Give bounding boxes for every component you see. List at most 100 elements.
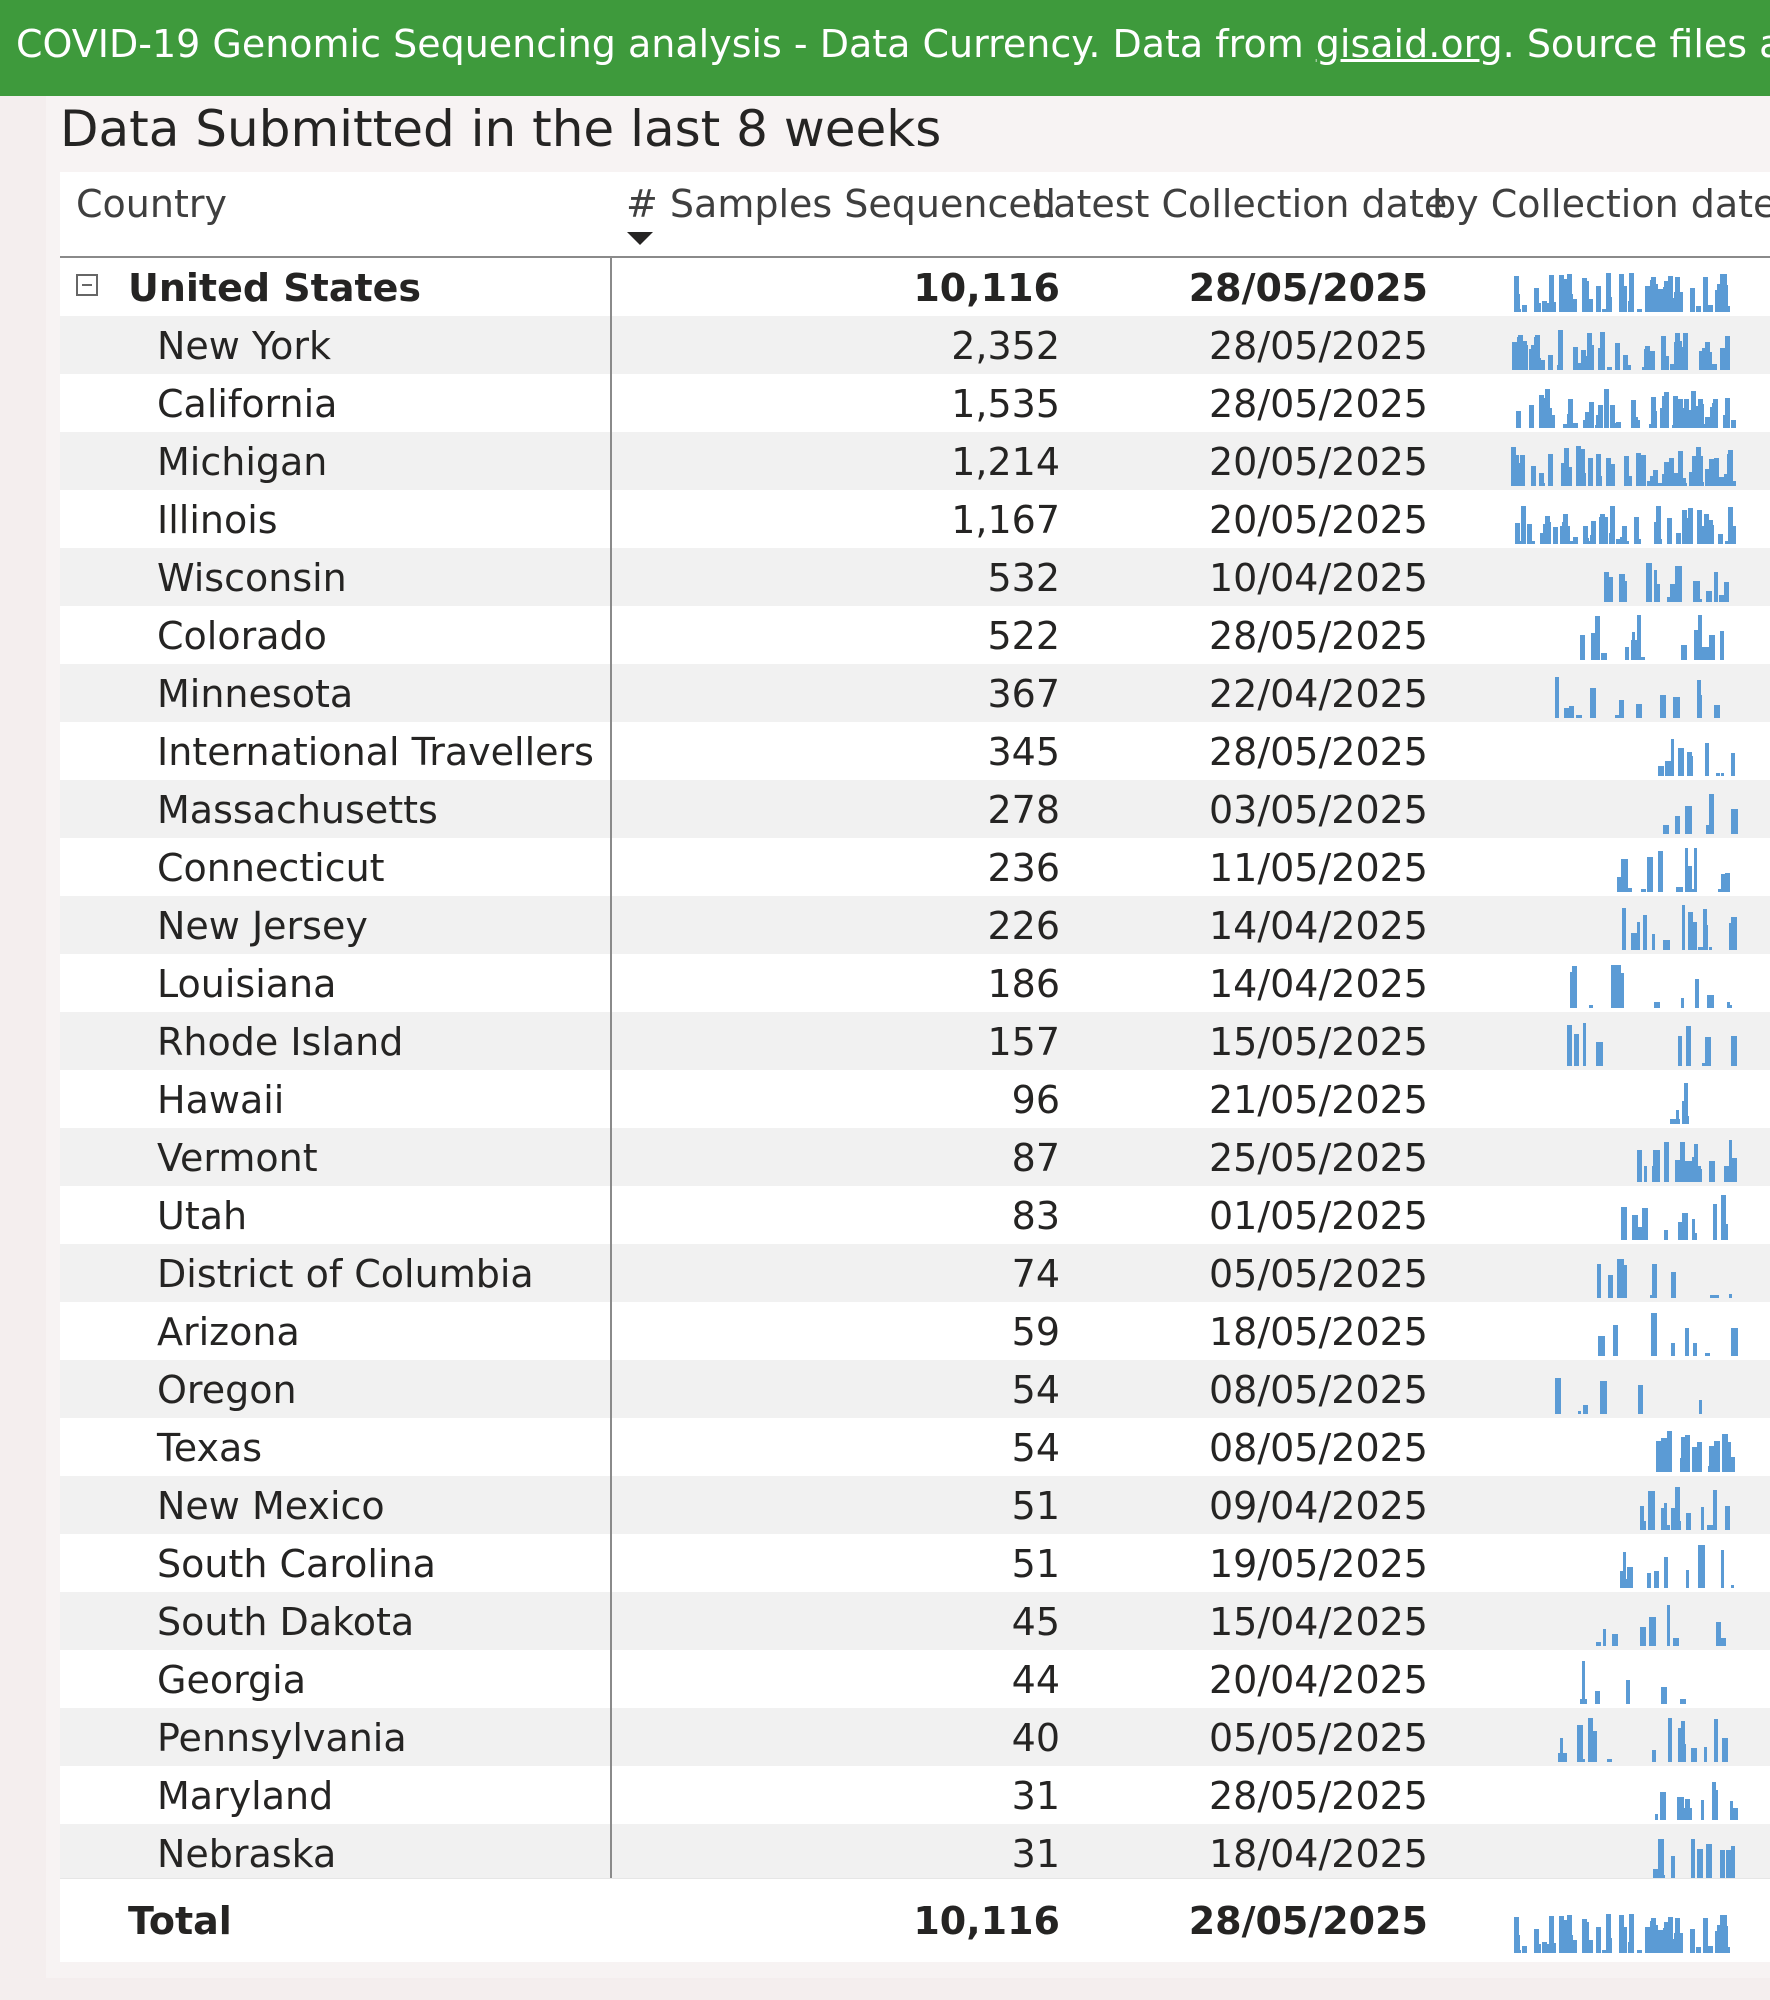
sparkline-bar <box>1589 345 1594 370</box>
sparkline <box>1622 905 1737 950</box>
table-row[interactable]: California 1,535 28/05/2025 <box>60 374 1770 432</box>
sparkline-bar <box>1658 766 1664 776</box>
sparkline-bar <box>1658 851 1663 892</box>
table-row[interactable]: Pennsylvania 40 05/05/2025 <box>60 1708 1770 1766</box>
table-row[interactable]: Massachusetts 278 03/05/2025 <box>60 780 1770 838</box>
column-divider <box>610 258 612 1962</box>
table-row[interactable]: New Mexico 51 09/04/2025 <box>60 1476 1770 1534</box>
sparkline-bar <box>1637 309 1642 312</box>
column-header-country[interactable]: Country <box>76 182 227 226</box>
sparkline-bar <box>1606 458 1611 486</box>
sparkline-bar <box>1692 415 1697 428</box>
table-row[interactable]: Georgia 44 20/04/2025 <box>60 1650 1770 1708</box>
table-row[interactable]: District of Columbia 74 05/05/2025 <box>60 1244 1770 1302</box>
sparkline-bar <box>1530 541 1535 544</box>
sparkline-bar <box>1539 473 1544 486</box>
sparkline-bar <box>1621 973 1624 1008</box>
sparkline-bar <box>1624 456 1629 486</box>
table-row[interactable]: Hawaii 96 21/05/2025 <box>60 1070 1770 1128</box>
sparkline-bar <box>1591 633 1595 660</box>
sparkline-bar <box>1661 1687 1667 1704</box>
table-row[interactable]: New Jersey 226 14/04/2025 <box>60 896 1770 954</box>
latest-date-value: 14/04/2025 <box>1208 962 1428 1006</box>
sparkline-bar <box>1685 806 1692 834</box>
sparkline <box>1670 1083 1689 1124</box>
table-row[interactable]: Connecticut 236 11/05/2025 <box>60 838 1770 896</box>
data-table: Country # Samples Sequenced Latest Colle… <box>60 172 1770 1962</box>
table-row[interactable]: Rhode Island 157 15/05/2025 <box>60 1012 1770 1070</box>
sparkline-bar <box>1609 540 1614 544</box>
table-row[interactable]: Michigan 1,214 20/05/2025 <box>60 432 1770 490</box>
table-row[interactable]: Texas 54 08/05/2025 <box>60 1418 1770 1476</box>
sparkline-bar <box>1696 1179 1701 1182</box>
sparkline-bar <box>1645 286 1650 312</box>
sparkline-bar <box>1622 1265 1627 1298</box>
table-row[interactable]: South Carolina 51 19/05/2025 <box>60 1534 1770 1592</box>
sparkline-bar <box>1637 615 1641 660</box>
gisaid-link[interactable]: gisaid.org <box>1315 22 1503 66</box>
column-header-latest-date[interactable]: Latest Collection date <box>1032 182 1448 226</box>
samples-value: 236 <box>987 846 1060 890</box>
sparkline-bar <box>1647 857 1653 892</box>
table-row[interactable]: Nebraska 31 18/04/2025 <box>60 1824 1770 1878</box>
table-row[interactable]: Colorado 522 28/05/2025 <box>60 606 1770 664</box>
latest-date-value: 28/05/2025 <box>1188 266 1428 310</box>
sparkline-bar <box>1668 276 1673 312</box>
table-row[interactable]: Maryland 31 28/05/2025 <box>60 1766 1770 1824</box>
table-row[interactable]: Wisconsin 532 10/04/2025 <box>60 548 1770 606</box>
group-row[interactable]: United States 10,116 28/05/2025 <box>60 258 1770 316</box>
table-row[interactable]: Illinois 1,167 20/05/2025 <box>60 490 1770 548</box>
sparkline-bar <box>1619 274 1624 312</box>
sparkline-bar <box>1683 333 1688 370</box>
column-header-by-collection-date[interactable]: by Collection date <box>1432 182 1770 226</box>
sparkline-bar <box>1598 348 1603 370</box>
sparkline-bar <box>1667 597 1670 602</box>
sparkline-bar <box>1706 591 1712 602</box>
sparkline-bar <box>1705 1353 1710 1356</box>
sparkline-bar <box>1708 1466 1714 1472</box>
table-row[interactable]: Arizona 59 18/05/2025 <box>60 1302 1770 1360</box>
column-header-samples[interactable]: # Samples Sequenced <box>626 182 1056 226</box>
sparkline-bar <box>1678 1728 1682 1762</box>
sparkline-bar <box>1720 631 1724 660</box>
table-row[interactable]: New York 2,352 28/05/2025 <box>60 316 1770 374</box>
sparkline <box>1570 965 1732 1008</box>
sparkline-bar <box>1641 889 1646 892</box>
table-row[interactable]: South Dakota 45 15/04/2025 <box>60 1592 1770 1650</box>
sparkline-bar <box>1622 526 1627 544</box>
sparkline <box>1597 1259 1732 1298</box>
sparkline-bar <box>1619 1279 1623 1298</box>
collapse-icon[interactable] <box>76 274 98 296</box>
sparkline-bar <box>1697 1442 1702 1472</box>
sparkline-bar <box>1643 1521 1646 1530</box>
sparkline-bar <box>1596 454 1601 486</box>
sparkline-bar <box>1678 1933 1683 1953</box>
sparkline-bar <box>1685 1435 1690 1472</box>
table-row[interactable]: Louisiana 186 14/04/2025 <box>60 954 1770 1012</box>
sort-descending-icon[interactable] <box>627 232 653 245</box>
sparkline-bar <box>1723 309 1728 312</box>
table-row[interactable]: Oregon 54 08/05/2025 <box>60 1360 1770 1418</box>
sparkline-bar <box>1511 447 1516 486</box>
sparkline-bar <box>1705 417 1710 428</box>
sparkline-bar <box>1720 302 1725 312</box>
table-row[interactable]: Utah 83 01/05/2025 <box>60 1186 1770 1244</box>
sparkline-bar <box>1698 615 1702 660</box>
table-row[interactable]: International Travellers 345 28/05/2025 <box>60 722 1770 780</box>
sparkline-bar <box>1550 415 1555 428</box>
sparkline-bar <box>1670 584 1676 602</box>
sparkline-bar <box>1652 1166 1659 1182</box>
sparkline-bar <box>1561 282 1566 312</box>
table-row[interactable]: Minnesota 367 22/04/2025 <box>60 664 1770 722</box>
sparkline-bar <box>1714 1719 1718 1762</box>
sparkline-bar <box>1529 405 1534 428</box>
sparkline <box>1658 739 1735 776</box>
sparkline-bar <box>1693 1343 1697 1356</box>
sparkline-bar <box>1696 306 1701 312</box>
sparkline-bar <box>1715 1790 1718 1820</box>
sparkline-bar <box>1513 483 1518 486</box>
table-row[interactable]: Vermont 87 25/05/2025 <box>60 1128 1770 1186</box>
country-name: Minnesota <box>157 672 354 716</box>
sparkline-bar <box>1644 349 1649 370</box>
sparkline-bar <box>1636 453 1641 486</box>
